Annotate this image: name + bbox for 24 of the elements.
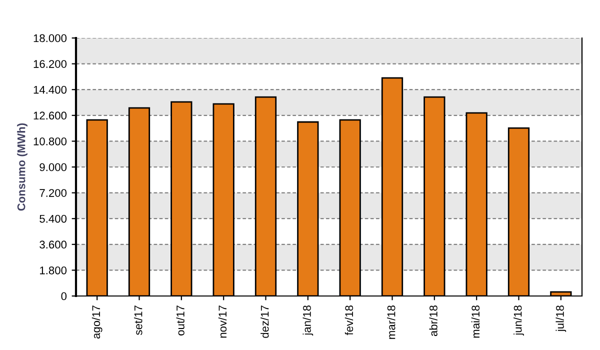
x-tick-label: dez/17 [260, 306, 269, 338]
x-tick-label: jul/18 [556, 306, 566, 332]
x-tick-label: abr/18 [429, 306, 438, 336]
x-tick-label: nov/17 [218, 306, 227, 338]
y-tick-label: 7.200 [40, 189, 67, 197]
y-tick-label: 3.600 [40, 240, 67, 249]
y-tick-label: 9.000 [40, 163, 67, 172]
y-tick-label: 1.800 [40, 266, 67, 274]
x-tick-label: ago/17 [92, 306, 102, 339]
x-tick-label: jun/18 [514, 306, 524, 336]
x-tick-label: out/17 [176, 306, 184, 336]
y-tick-label: 0 [61, 292, 67, 300]
y-tick-label: 18.000 [34, 34, 67, 42]
y-tick-label: 16.200 [34, 60, 67, 68]
y-tick-label: 5.400 [40, 214, 67, 223]
y-tick-label: 10.800 [34, 137, 67, 146]
x-tick-label: mar/18 [387, 306, 396, 339]
y-tick-label: 14.400 [34, 86, 67, 94]
x-tick-label: fev/18 [344, 306, 354, 336]
y-tick-label: 12.600 [34, 112, 67, 120]
x-tick-label: jan/18 [302, 306, 314, 336]
y-axis-title: Consumo (MWh) [17, 123, 28, 211]
x-tick-label: set/17 [134, 306, 142, 335]
x-tick-label: mai/18 [471, 306, 480, 338]
